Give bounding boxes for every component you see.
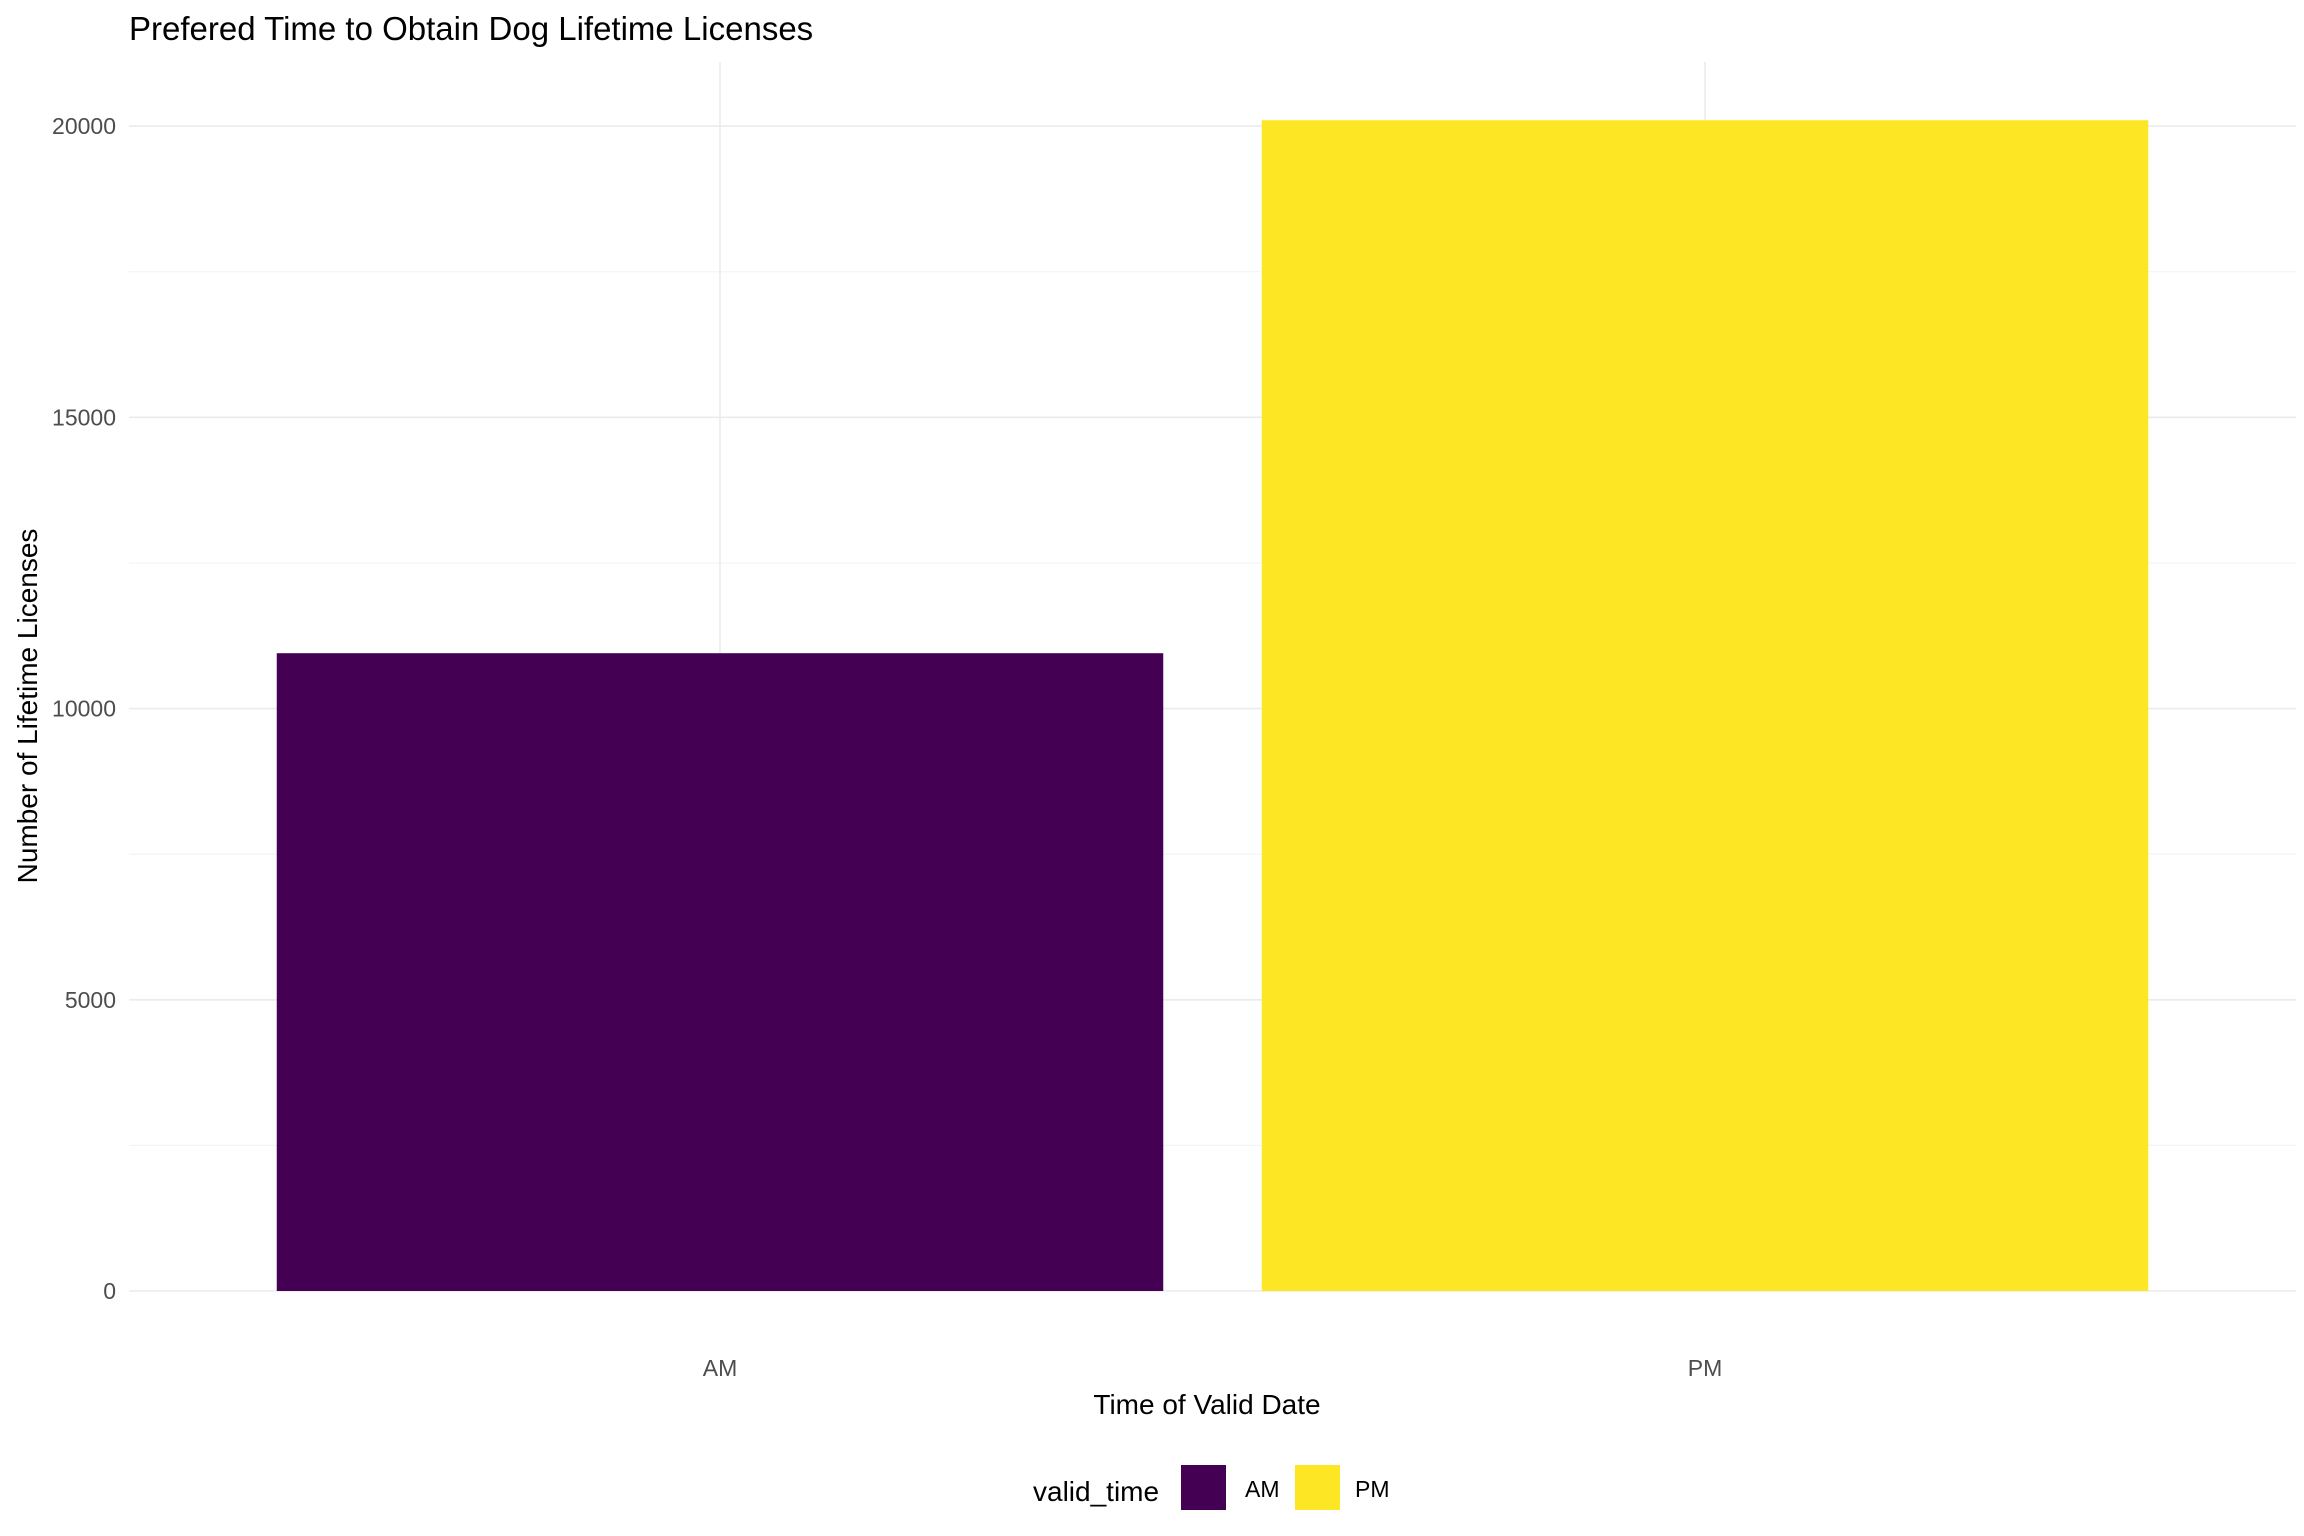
y-tick-label: 15000: [52, 404, 116, 430]
legend-swatch-am: [1181, 1465, 1226, 1510]
x-tick-label: PM: [1688, 1355, 1723, 1381]
y-tick-label: 20000: [52, 113, 116, 139]
y-tick-label: 0: [103, 1278, 116, 1304]
y-axis-title: Number of Lifetime Licenses: [12, 529, 43, 884]
legend-label-pm: PM: [1355, 1476, 1390, 1502]
legend: valid_time AM PM: [1033, 1465, 1390, 1510]
bar-am: [276, 653, 1164, 1291]
x-tick-label: AM: [703, 1355, 738, 1381]
y-tick-label: 10000: [52, 696, 116, 722]
ticks-layer: 0 5000 10000 15000 20000 AM PM: [52, 113, 1722, 1381]
bars-layer: [276, 120, 2149, 1291]
legend-label-am: AM: [1245, 1476, 1280, 1502]
chart-title: Prefered Time to Obtain Dog Lifetime Lic…: [129, 10, 813, 47]
legend-swatch-pm: [1295, 1465, 1340, 1510]
y-tick-label: 5000: [65, 987, 116, 1013]
bar-pm: [1261, 120, 2149, 1291]
x-axis-title: Time of Valid Date: [1093, 1389, 1320, 1420]
legend-title: valid_time: [1033, 1476, 1159, 1507]
